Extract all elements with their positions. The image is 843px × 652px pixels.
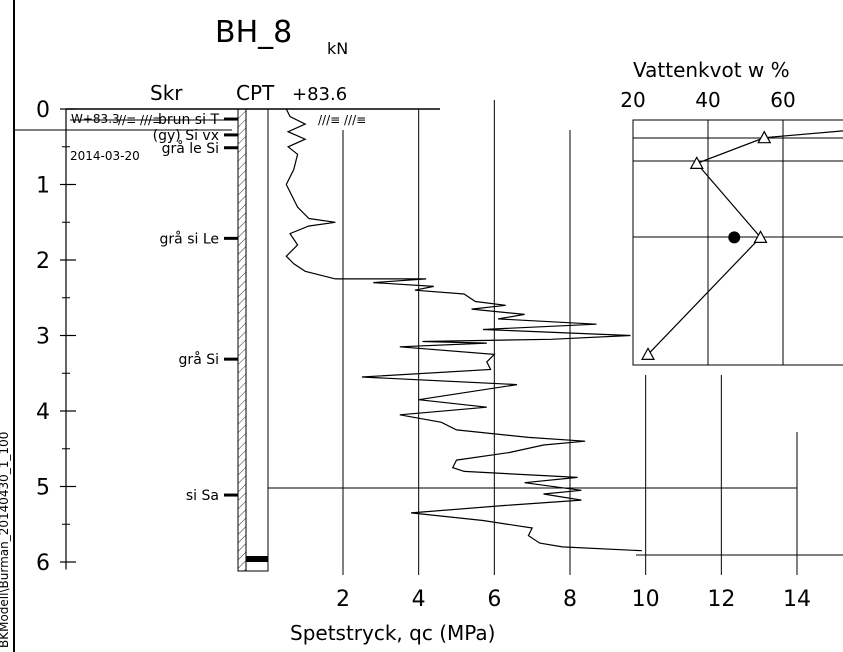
x-tick-label: 8 xyxy=(563,587,577,612)
depth-tick-label: 2 xyxy=(36,249,50,274)
layer-label: (gy) Si vx xyxy=(153,128,219,144)
layer-label: grå Si xyxy=(179,351,219,368)
layer-label: grå le Si xyxy=(162,140,219,157)
borehole-hatch xyxy=(237,108,247,572)
x-tick-label: 10 xyxy=(632,587,660,612)
w-series-line xyxy=(647,130,843,355)
header-skr: Skr xyxy=(150,81,183,105)
depth-tick-label: 1 xyxy=(36,174,50,199)
header-cpt: CPT xyxy=(236,81,275,105)
x-tick-label: 4 xyxy=(412,587,426,612)
x-tick-label: 14 xyxy=(783,587,811,612)
layer-label: grå si Le xyxy=(160,230,219,247)
w-triangle-marker xyxy=(757,130,772,144)
cpt-probe-column xyxy=(245,108,269,572)
depth-tick-label: 3 xyxy=(36,325,50,350)
x-tick-label: 6 xyxy=(487,587,501,612)
x-tick-label: 2 xyxy=(336,587,350,612)
header-level: +83.6 xyxy=(292,84,347,105)
w-tick-label: 60 xyxy=(770,88,795,112)
unit-label: kN xyxy=(327,39,348,58)
fill-symbol-right: ///≡ ///≡ xyxy=(318,113,366,127)
x-tick-label: 12 xyxy=(707,587,735,612)
page-title: BH_8 xyxy=(215,15,292,50)
cpt-series-line xyxy=(285,108,642,552)
water-date-label: 2014-03-20 xyxy=(70,149,140,163)
w-tick-label: 40 xyxy=(695,88,720,112)
water-content-chart xyxy=(632,119,843,366)
fill-symbol-left: //≡ ///≡ xyxy=(118,113,162,127)
water-level-label: W+83.3 xyxy=(71,112,120,126)
w-chart-frame xyxy=(632,119,843,366)
cpt-grid xyxy=(342,100,798,575)
side-path-text: BKModell\Burman_20140430_1_100 xyxy=(0,432,11,648)
depth-tick-label: 5 xyxy=(36,476,50,501)
w-triangle-marker xyxy=(753,230,768,243)
depth-tick-label: 6 xyxy=(36,551,50,576)
w-axis-ticks: 20 40 60 xyxy=(620,88,795,112)
w-chart-title: Vattenkvot w % xyxy=(633,58,790,82)
probe-tip xyxy=(246,556,268,562)
depth-axis: 0 1 2 3 4 5 6 xyxy=(36,98,76,576)
w-tick-label: 20 xyxy=(620,88,645,112)
w-dot-marker xyxy=(728,231,741,244)
layer-label: si Sa xyxy=(186,488,219,504)
w-triangle-marker xyxy=(689,156,704,169)
water-level-marker: W+83.3 2014-03-20 //≡ ///≡ ///≡ ///≡ xyxy=(14,112,366,163)
depth-tick-label: 0 xyxy=(36,98,50,123)
depth-tick-label: 4 xyxy=(36,400,50,425)
x-axis-ticks: 2 4 6 8 10 12 14 xyxy=(336,587,811,612)
x-axis-label: Spetstryck, qc (MPa) xyxy=(290,621,495,645)
borehole-column xyxy=(237,108,269,572)
w-triangle-marker xyxy=(640,347,656,360)
